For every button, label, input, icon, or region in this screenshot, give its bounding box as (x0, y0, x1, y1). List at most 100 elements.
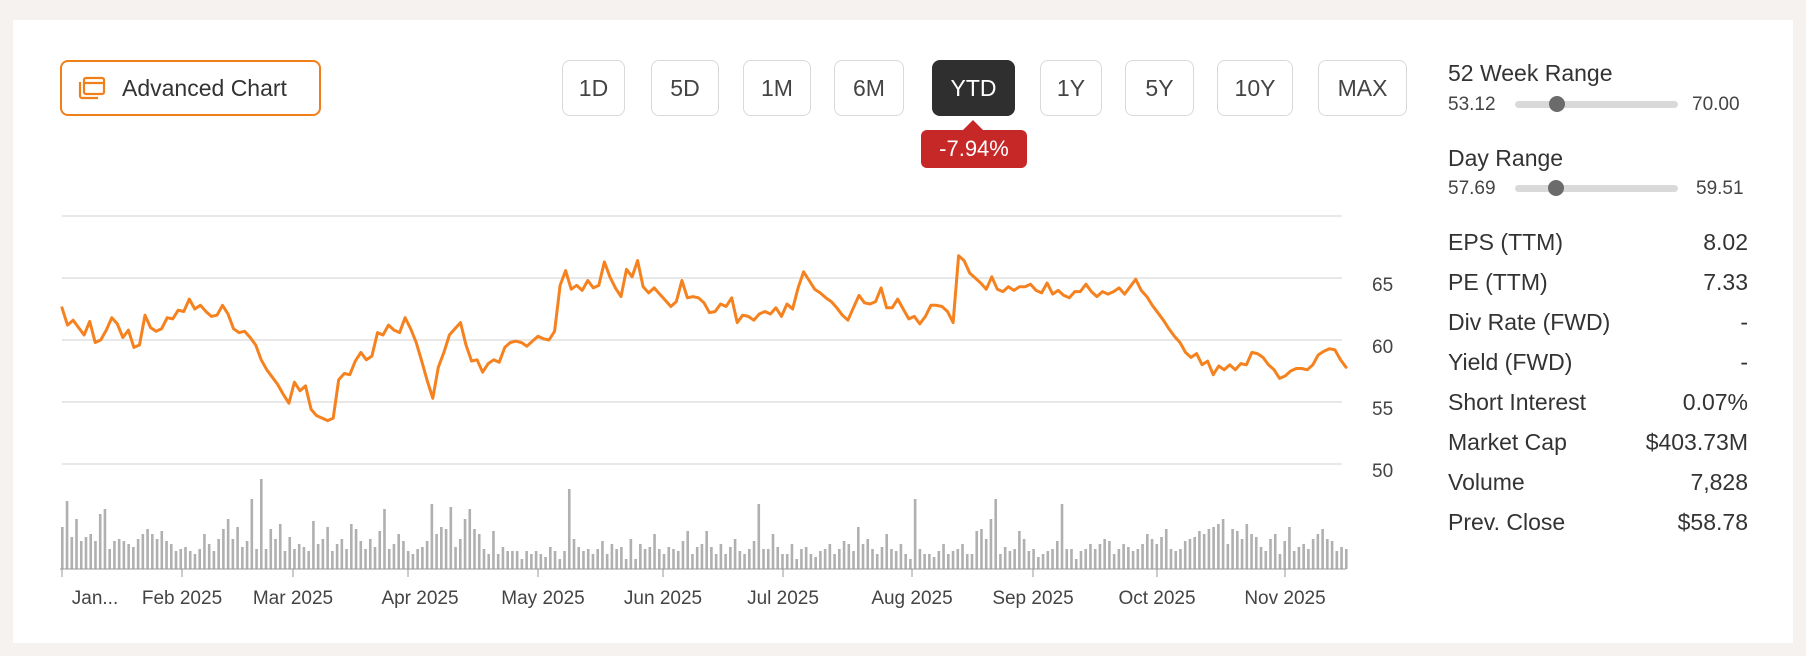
volume-bar (440, 527, 443, 569)
volume-bar (1321, 529, 1324, 569)
volume-bar (1212, 527, 1215, 569)
volume-bar (686, 531, 690, 569)
volume-bar (283, 551, 287, 569)
range-button-6m[interactable]: 6M (834, 60, 904, 116)
volume-bar (146, 529, 149, 569)
y-tick-label: 65 (1372, 275, 1393, 296)
stat-value: 7.33 (1703, 268, 1748, 295)
volume-bar (141, 534, 145, 569)
volume-bar (785, 554, 789, 569)
volume-bar (1041, 554, 1045, 569)
volume-bar (842, 541, 846, 569)
volume-bar (596, 549, 599, 569)
volume-bar (610, 544, 614, 569)
volume-bar (179, 549, 183, 569)
stat-row: Volume 7,828 (1448, 464, 1748, 500)
week52-range-title: 52 Week Range (1448, 60, 1613, 86)
volume-bar (274, 539, 277, 569)
volume-bar (714, 554, 718, 569)
volume-bar (899, 544, 903, 569)
volume-bar (155, 539, 159, 569)
volume-bar (84, 537, 88, 569)
x-tick-label: Apr 2025 (381, 588, 458, 609)
volume-bar (65, 501, 69, 569)
volume-bar (1032, 549, 1035, 569)
range-button-1m[interactable]: 1M (743, 60, 811, 116)
volume-bar (676, 551, 680, 569)
volume-bar (169, 544, 173, 569)
volume-bar (558, 559, 562, 569)
stat-value: 7,828 (1690, 468, 1748, 495)
volume-bar (293, 549, 296, 569)
chart-card (13, 20, 1793, 643)
volume-bar (387, 549, 391, 569)
volume-bar (643, 549, 647, 569)
range-button-max[interactable]: MAX (1318, 60, 1407, 116)
x-tick-label: May 2025 (501, 588, 584, 609)
volume-bar (468, 509, 472, 569)
advanced-chart-button[interactable]: Advanced Chart (60, 60, 321, 116)
volume-bar (1093, 549, 1097, 569)
volume-bar (458, 539, 462, 569)
volume-bar (1340, 547, 1343, 569)
volume-bar (454, 547, 457, 569)
volume-bar (1089, 544, 1092, 569)
volume-bar (278, 524, 282, 569)
stat-label: Div Rate (FWD) (1448, 308, 1611, 335)
volume-bar (492, 531, 495, 569)
volume-bar (577, 547, 581, 569)
range-button-10y[interactable]: 10Y (1217, 60, 1293, 116)
volume-bar (61, 527, 64, 569)
volume-bar (449, 507, 453, 569)
volume-bar (762, 549, 765, 569)
volume-bar (193, 554, 197, 569)
volume-bar (378, 531, 382, 569)
range-button-5y[interactable]: 5Y (1125, 60, 1194, 116)
volume-bar (364, 549, 367, 569)
volume-bar (1292, 551, 1296, 569)
volume-bar (1150, 539, 1154, 569)
volume-bar (1008, 551, 1012, 569)
volume-bar (520, 559, 524, 569)
volume-bar (1221, 519, 1225, 569)
range-button-1y[interactable]: 1Y (1040, 60, 1102, 116)
y-tick-label: 50 (1372, 461, 1393, 482)
volume-bar (771, 534, 775, 569)
volume-bar (586, 549, 590, 569)
volume-bar (108, 549, 111, 569)
stat-label: EPS (TTM) (1448, 228, 1563, 255)
volume-bar (1084, 549, 1088, 569)
volume-bar (624, 559, 628, 569)
volume-bar (838, 549, 841, 569)
volume-bar (160, 531, 164, 569)
volume-bar (1169, 549, 1173, 569)
volume-bar (567, 489, 571, 569)
volume-bar (1240, 539, 1244, 569)
volume-bar (397, 534, 400, 569)
volume-bar (1127, 547, 1130, 569)
volume-bar (1254, 537, 1258, 569)
volume-bar (411, 554, 415, 569)
volume-bar (738, 551, 742, 569)
volume-bar (1055, 541, 1059, 569)
volume-bar (648, 547, 652, 569)
range-button-ytd[interactable]: YTD (932, 60, 1015, 116)
volume-bar (752, 541, 756, 569)
stat-value: $58.78 (1677, 508, 1748, 535)
day-high: 59.51 (1696, 178, 1744, 199)
volume-bar (1326, 539, 1329, 569)
volume-bar (653, 534, 656, 569)
volume-bar (165, 541, 168, 569)
day-low: 57.69 (1448, 178, 1496, 199)
volume-bar (222, 529, 225, 569)
volume-bar (132, 547, 135, 569)
volume-bar (591, 554, 595, 569)
volume-bar (553, 551, 557, 569)
volume-bar (525, 551, 528, 569)
volume-bar (918, 549, 922, 569)
range-button-1d[interactable]: 1D (562, 60, 625, 116)
range-button-5d[interactable]: 5D (651, 60, 719, 116)
volume-bar (174, 551, 178, 569)
volume-bar (75, 519, 78, 569)
